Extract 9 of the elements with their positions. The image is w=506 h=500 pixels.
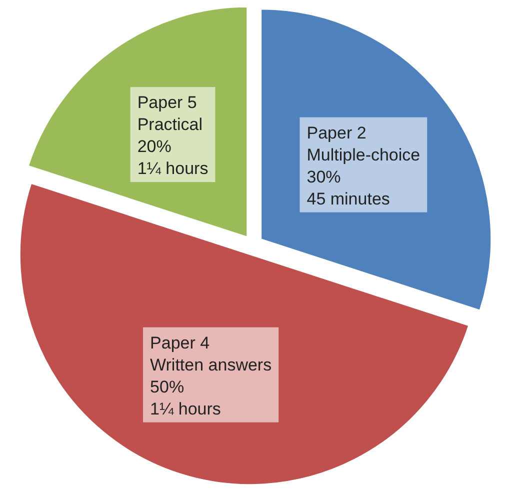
data-label: 20%	[137, 137, 172, 156]
data-label: 30%	[306, 167, 341, 186]
slice-label: Paper 4 Written answers	[150, 333, 272, 374]
slice-label: Paper 2 Multiple-choice	[306, 123, 420, 164]
data-label: 50%	[150, 377, 184, 396]
text: 45 minutes	[306, 189, 390, 208]
slice-label: Paper 5 Practical	[137, 93, 203, 134]
text: 1¼ hours	[137, 159, 208, 178]
text: 1¼ hours	[150, 399, 221, 418]
